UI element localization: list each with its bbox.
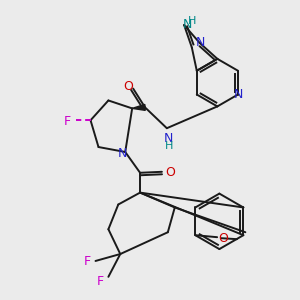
Text: H: H [165,141,173,151]
Text: N: N [196,36,206,50]
Text: O: O [123,80,133,93]
Text: O: O [165,166,175,179]
Text: N: N [164,132,173,145]
Text: N: N [118,148,127,160]
Text: N: N [182,17,192,31]
Text: H: H [188,16,196,26]
Text: F: F [97,275,104,288]
Text: F: F [84,256,91,268]
Text: N: N [233,88,243,101]
Polygon shape [132,104,145,110]
Text: F: F [64,115,71,128]
Text: O: O [218,232,228,245]
